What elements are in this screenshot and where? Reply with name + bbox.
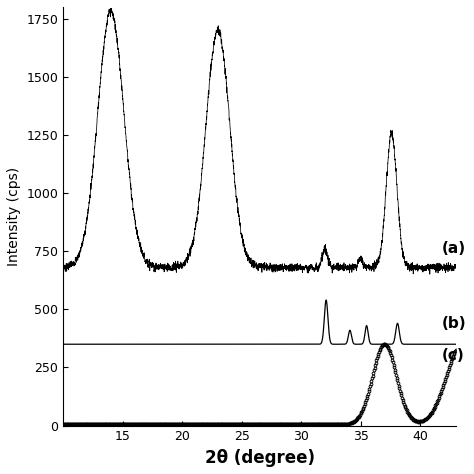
Text: (b): (b)	[441, 316, 466, 331]
Y-axis label: Intensity (cps): Intensity (cps)	[7, 167, 21, 266]
X-axis label: 2θ (degree): 2θ (degree)	[204, 449, 315, 467]
Text: (c): (c)	[441, 348, 464, 364]
Text: (a): (a)	[441, 241, 465, 256]
